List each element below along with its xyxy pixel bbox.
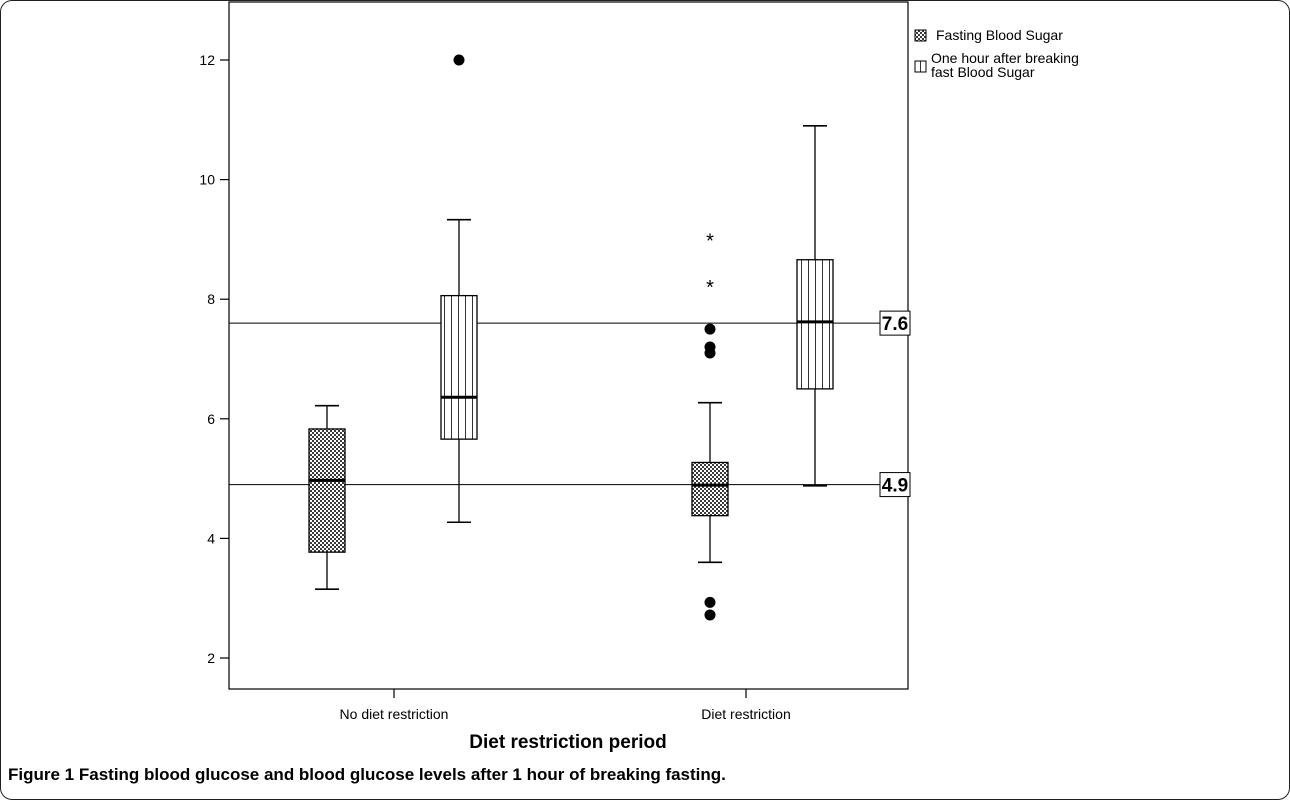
x-tick-label: No diet restriction <box>340 706 449 722</box>
legend-swatch-vertical <box>914 60 927 73</box>
y-tick-label: 6 <box>207 411 215 427</box>
y-axis: 2 4 6 8 10 12 <box>199 52 229 666</box>
box-body <box>440 294 478 440</box>
reference-label-box <box>879 472 911 498</box>
legend-item-after-breaking: One hour after breaking fast Blood Sugar <box>914 50 1079 80</box>
outlier-point <box>704 609 716 621</box>
figure-caption-label: Figure 1 <box>8 765 75 784</box>
y-tick-label: 8 <box>207 291 215 307</box>
x-axis: No diet restriction Diet restriction <box>340 689 791 722</box>
plot-area-border <box>228 1 909 690</box>
box-body <box>691 461 729 517</box>
legend: Fasting Blood Sugar One hour after break… <box>914 27 1079 80</box>
box-series: ** <box>308 54 834 621</box>
reference-lines: 7.6 4.9 <box>229 310 911 498</box>
box-1-0 <box>440 54 478 524</box>
outlier-point <box>704 596 716 608</box>
extreme-point: * <box>706 277 714 299</box>
legend-label-after-breaking-line1: One hour after breaking <box>931 50 1079 66</box>
y-tick-label: 2 <box>207 650 215 666</box>
box-1-1 <box>796 124 834 487</box>
box-0-1: ** <box>691 230 729 621</box>
legend-label-fasting: Fasting Blood Sugar <box>936 27 1063 43</box>
reference-label: 7.6 <box>882 314 908 335</box>
figure-caption-text: Fasting blood glucose and blood glucose … <box>78 765 726 784</box>
y-tick-label: 4 <box>207 530 215 546</box>
x-axis-title: Diet restriction period <box>469 732 666 753</box>
extreme-point: * <box>706 230 714 252</box>
legend-swatch-crosshatch <box>914 29 927 42</box>
y-tick-label: 10 <box>199 172 215 188</box>
y-tick-label: 12 <box>199 52 215 68</box>
legend-label-after-breaking-line2: fast Blood Sugar <box>931 64 1035 80</box>
legend-item-fasting: Fasting Blood Sugar <box>914 27 1063 43</box>
outlier-point <box>704 323 716 335</box>
box-body <box>308 428 346 553</box>
reference-label: 4.9 <box>882 476 908 497</box>
box-body <box>796 259 834 390</box>
outlier-point <box>704 347 716 359</box>
reference-label-box <box>879 310 911 336</box>
box-0-0 <box>308 404 346 591</box>
outlier-point <box>453 54 465 66</box>
x-tick-label: Diet restriction <box>701 706 790 722</box>
figure-caption: Figure 1 Fasting blood glucose and blood… <box>8 765 726 785</box>
